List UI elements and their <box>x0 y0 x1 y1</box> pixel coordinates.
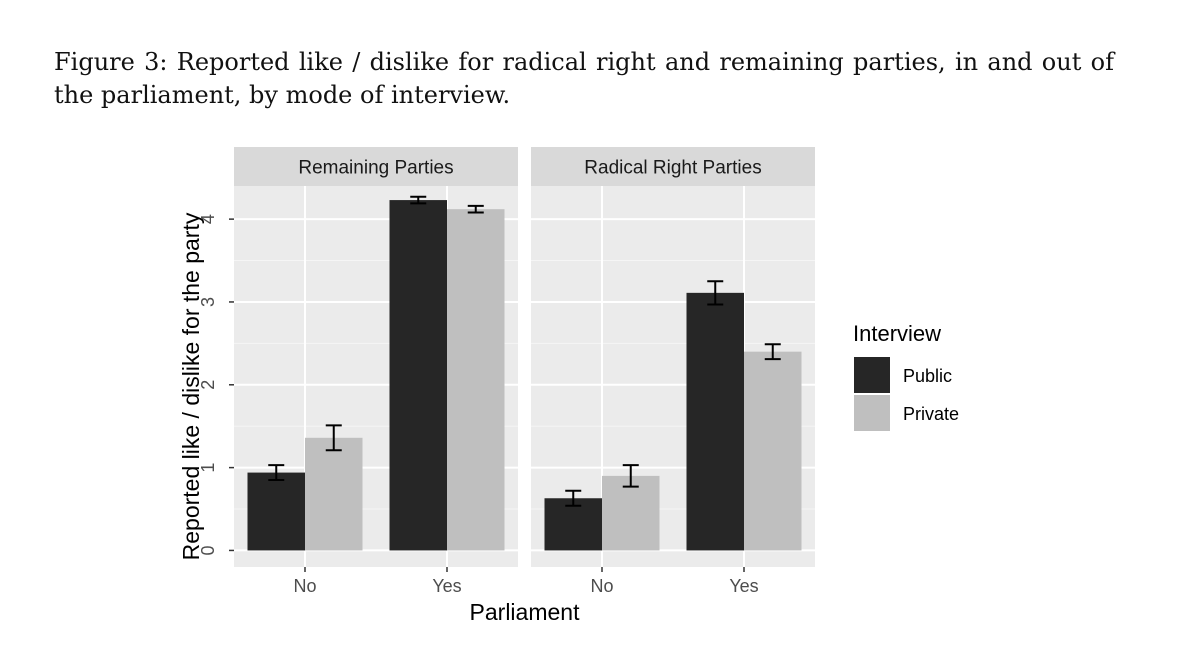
x-tick-label: No <box>293 576 316 596</box>
facet-strip-label: Radical Right Parties <box>584 158 761 179</box>
legend-key-public <box>854 357 890 393</box>
error-bar-private <box>325 424 342 452</box>
facet-strip-label: Remaining Parties <box>298 158 453 179</box>
error-bar-private <box>764 343 781 361</box>
y-tick-label: 2 <box>198 380 218 390</box>
legend-title: Interview <box>853 321 941 346</box>
error-bar-public <box>565 489 582 507</box>
x-tick-label: Yes <box>432 576 461 596</box>
error-bar-private <box>467 204 484 214</box>
y-tick-label: 0 <box>198 545 218 555</box>
legend-key-private <box>854 395 890 431</box>
bar-private <box>447 209 505 551</box>
bar-private <box>602 475 660 551</box>
legend-label: Private <box>903 404 959 424</box>
x-tick-label: No <box>590 576 613 596</box>
error-bar-private <box>622 464 639 488</box>
error-bar-public <box>707 280 724 306</box>
legend-label: Public <box>903 366 952 386</box>
y-tick-label: 3 <box>198 297 218 307</box>
bar-private <box>744 351 802 551</box>
bar-private <box>305 437 363 551</box>
error-bar-public <box>268 464 285 482</box>
error-bar-public <box>410 195 427 205</box>
y-axis-title: Reported like / dislike for the party <box>178 212 204 560</box>
bar-public <box>544 498 602 551</box>
y-tick-label: 1 <box>198 463 218 473</box>
x-tick-label: Yes <box>729 576 758 596</box>
bar-public <box>686 292 744 551</box>
facet-strip <box>531 147 815 186</box>
bar-public <box>247 472 305 551</box>
bar-public <box>389 200 447 551</box>
y-tick-label: 4 <box>198 214 218 224</box>
figure-caption: Figure 3: Reported like / dislike for ra… <box>54 48 1114 109</box>
facet-strip <box>234 147 518 186</box>
x-axis-title: Parliament <box>470 599 581 625</box>
